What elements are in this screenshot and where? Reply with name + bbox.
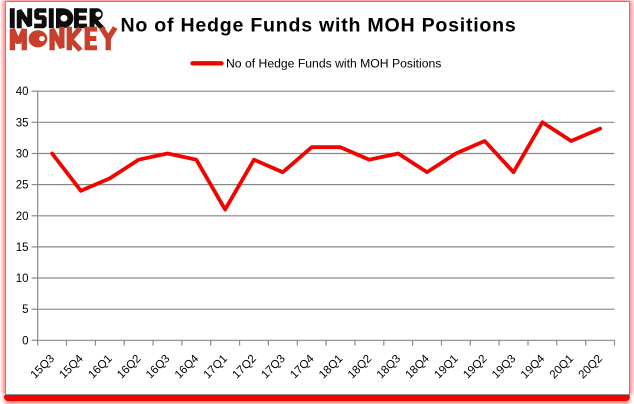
svg-text:20Q1: 20Q1 bbox=[548, 353, 576, 381]
svg-text:17Q3: 17Q3 bbox=[259, 353, 287, 381]
svg-text:16Q3: 16Q3 bbox=[144, 353, 172, 381]
svg-text:20: 20 bbox=[16, 211, 29, 223]
svg-text:15Q3: 15Q3 bbox=[29, 353, 57, 381]
svg-text:19Q4: 19Q4 bbox=[519, 352, 548, 381]
svg-text:16Q2: 16Q2 bbox=[115, 353, 143, 381]
svg-text:18Q1: 18Q1 bbox=[317, 353, 345, 381]
svg-text:19Q2: 19Q2 bbox=[461, 353, 489, 381]
svg-text:10: 10 bbox=[16, 273, 29, 285]
svg-text:No of Hedge Funds with MOH Pos: No of Hedge Funds with MOH Positions bbox=[121, 14, 517, 36]
svg-text:18Q3: 18Q3 bbox=[375, 353, 403, 381]
svg-text:25: 25 bbox=[16, 180, 29, 192]
svg-text:35: 35 bbox=[16, 117, 29, 129]
svg-text:20Q2: 20Q2 bbox=[577, 353, 605, 381]
svg-text:16Q4: 16Q4 bbox=[173, 352, 202, 381]
svg-text:16Q1: 16Q1 bbox=[86, 353, 114, 381]
svg-text:40: 40 bbox=[16, 86, 29, 98]
svg-text:17Q1: 17Q1 bbox=[202, 353, 230, 381]
svg-text:15: 15 bbox=[16, 242, 29, 254]
svg-text:19Q3: 19Q3 bbox=[490, 353, 518, 381]
svg-text:17Q2: 17Q2 bbox=[231, 353, 259, 381]
svg-text:15Q4: 15Q4 bbox=[57, 352, 86, 381]
svg-text:No of Hedge Funds with MOH Pos: No of Hedge Funds with MOH Positions bbox=[226, 57, 441, 71]
svg-text:5: 5 bbox=[22, 304, 28, 316]
svg-text:30: 30 bbox=[16, 149, 29, 161]
svg-text:18Q2: 18Q2 bbox=[346, 353, 374, 381]
svg-text:17Q4: 17Q4 bbox=[288, 352, 317, 381]
svg-text:0: 0 bbox=[22, 335, 28, 347]
svg-text:18Q4: 18Q4 bbox=[404, 352, 433, 381]
svg-text:19Q1: 19Q1 bbox=[432, 353, 460, 381]
